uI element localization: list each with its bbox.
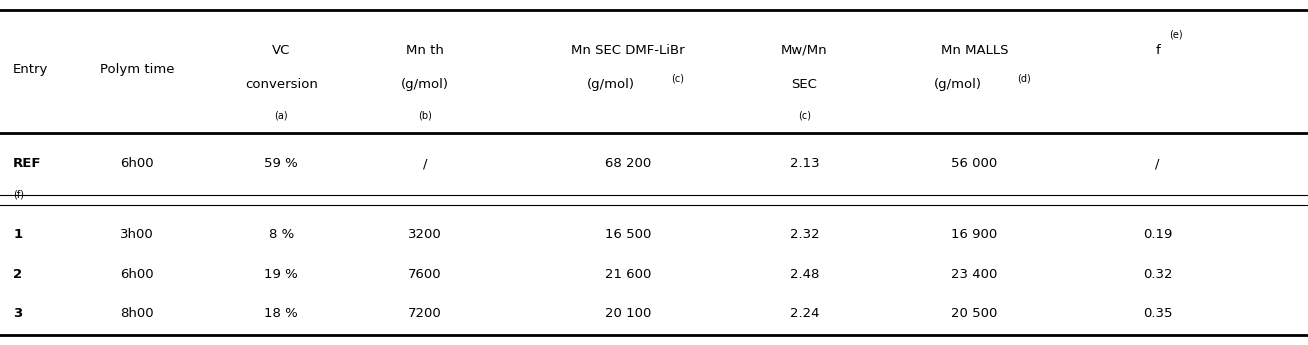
Text: (g/mol): (g/mol) <box>402 78 449 91</box>
Text: 2.24: 2.24 <box>790 307 819 321</box>
Text: Entry: Entry <box>13 62 48 76</box>
Text: 56 000: 56 000 <box>951 157 998 170</box>
Text: 2.13: 2.13 <box>790 157 819 170</box>
Text: 6h00: 6h00 <box>120 268 154 281</box>
Text: conversion: conversion <box>245 78 318 91</box>
Text: 2.32: 2.32 <box>790 228 819 241</box>
Text: 3200: 3200 <box>408 228 442 241</box>
Text: Mw/Mn: Mw/Mn <box>781 43 828 57</box>
Text: 7600: 7600 <box>408 268 442 281</box>
Text: VC: VC <box>272 43 290 57</box>
Text: 20 500: 20 500 <box>951 307 998 321</box>
Text: 2.48: 2.48 <box>790 268 819 281</box>
Text: /: / <box>1155 157 1160 170</box>
Text: 16 900: 16 900 <box>951 228 998 241</box>
Text: 0.32: 0.32 <box>1143 268 1172 281</box>
Text: (d): (d) <box>1018 73 1031 83</box>
Text: (a): (a) <box>275 111 288 120</box>
Text: REF: REF <box>13 157 42 170</box>
Text: 16 500: 16 500 <box>604 228 651 241</box>
Text: 0.35: 0.35 <box>1143 307 1172 321</box>
Text: (g/mol): (g/mol) <box>587 78 634 91</box>
Text: Mn MALLS: Mn MALLS <box>940 43 1008 57</box>
Text: 7200: 7200 <box>408 307 442 321</box>
Text: (e): (e) <box>1169 30 1182 39</box>
Text: /: / <box>422 157 428 170</box>
Text: f: f <box>1155 43 1160 57</box>
Text: Polym time: Polym time <box>101 62 174 76</box>
Text: Mn th: Mn th <box>407 43 443 57</box>
Text: 1: 1 <box>13 228 22 241</box>
Text: 23 400: 23 400 <box>951 268 998 281</box>
Text: 59 %: 59 % <box>264 157 298 170</box>
Text: 2: 2 <box>13 268 22 281</box>
Text: 8 %: 8 % <box>268 228 294 241</box>
Text: 21 600: 21 600 <box>604 268 651 281</box>
Text: 3: 3 <box>13 307 22 321</box>
Text: 19 %: 19 % <box>264 268 298 281</box>
Text: 20 100: 20 100 <box>604 307 651 321</box>
Text: SEC: SEC <box>791 78 818 91</box>
Text: (f): (f) <box>13 190 24 200</box>
Text: (c): (c) <box>798 111 811 120</box>
Text: 3h00: 3h00 <box>120 228 154 241</box>
Text: 18 %: 18 % <box>264 307 298 321</box>
Text: 0.19: 0.19 <box>1143 228 1172 241</box>
Text: Mn SEC DMF-LiBr: Mn SEC DMF-LiBr <box>572 43 684 57</box>
Text: 68 200: 68 200 <box>604 157 651 170</box>
Text: (b): (b) <box>419 111 432 120</box>
Text: 6h00: 6h00 <box>120 157 154 170</box>
Text: (g/mol): (g/mol) <box>934 78 981 91</box>
Text: (c): (c) <box>671 73 684 83</box>
Text: 8h00: 8h00 <box>120 307 154 321</box>
